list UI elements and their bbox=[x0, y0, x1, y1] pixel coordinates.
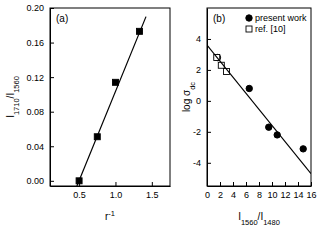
point bbox=[300, 146, 306, 152]
marks bbox=[207, 45, 311, 173]
tick-label: 10 bbox=[267, 190, 277, 200]
tick-mark bbox=[152, 182, 153, 186]
axis-line bbox=[207, 9, 208, 187]
tick-mark bbox=[50, 77, 54, 78]
tick-mark bbox=[207, 39, 211, 40]
plot-frame bbox=[207, 8, 311, 186]
tick: 0.20 bbox=[26, 3, 54, 13]
legend: present workref. [10] bbox=[246, 13, 307, 34]
tick: 0 bbox=[196, 96, 211, 106]
tick: 10 bbox=[267, 182, 277, 200]
tick: 0.04 bbox=[26, 142, 54, 152]
tick-label: 0 bbox=[205, 190, 210, 200]
tick: 12 bbox=[280, 182, 290, 200]
tick-label: 0.16 bbox=[26, 38, 44, 48]
tick-label: 2 bbox=[196, 65, 201, 75]
tick: 1.0 bbox=[110, 182, 123, 200]
marks bbox=[76, 17, 146, 186]
tick-label: 6 bbox=[244, 190, 249, 200]
tick-label: 12 bbox=[280, 190, 290, 200]
figure: 0.5 1.0 1.5 0.00 0.04 0.08 0.12 0.16 0.20 (a) r-1 I… bbox=[0, 0, 317, 232]
tick-label: 1.0 bbox=[110, 190, 123, 200]
plot-frame bbox=[50, 8, 170, 186]
tick-mark bbox=[50, 112, 54, 113]
tick-mark bbox=[50, 181, 54, 182]
axis-line bbox=[208, 186, 312, 187]
tick-mark bbox=[50, 8, 54, 9]
tick: 0.00 bbox=[26, 176, 54, 186]
tick-mark bbox=[246, 182, 247, 186]
x-axis: 0.5 1.0 1.5 bbox=[51, 182, 171, 200]
panel-title: (a) bbox=[56, 13, 68, 24]
tick-label: 4 bbox=[196, 34, 201, 44]
tick-label: 0.5 bbox=[73, 190, 86, 200]
tick-label: 8 bbox=[257, 190, 262, 200]
tick-mark bbox=[272, 182, 273, 186]
axis-line bbox=[51, 186, 171, 187]
tick: 0.08 bbox=[26, 107, 54, 117]
tick-mark bbox=[259, 182, 260, 186]
tick-label: -2 bbox=[193, 127, 201, 137]
point bbox=[112, 79, 118, 85]
tick-mark bbox=[285, 182, 286, 186]
legend-label: present work bbox=[255, 13, 307, 23]
tick-label: 16 bbox=[306, 190, 316, 200]
tick: 14 bbox=[293, 182, 303, 200]
y-axis-label: I1710/I1560 bbox=[5, 76, 21, 118]
tick-label: 0 bbox=[196, 96, 201, 106]
tick-mark bbox=[50, 43, 54, 44]
tick-mark bbox=[311, 182, 312, 186]
tick: 6 bbox=[244, 182, 249, 200]
tick-mark bbox=[207, 101, 211, 102]
tick: 4 bbox=[196, 34, 211, 44]
tick-label: -4 bbox=[193, 158, 201, 168]
tick: 2 bbox=[218, 182, 223, 200]
tick-label: 0.12 bbox=[26, 73, 44, 83]
tick: 4 bbox=[231, 182, 236, 200]
x-axis-label: r-1 bbox=[105, 209, 115, 223]
tick: -4 bbox=[193, 158, 211, 168]
legend-marker bbox=[246, 26, 252, 32]
tick-mark bbox=[233, 182, 234, 186]
tick: -2 bbox=[193, 127, 211, 137]
fit-line bbox=[77, 17, 146, 186]
x-axis: 02468 10121416 bbox=[205, 182, 317, 200]
tick: 1.5 bbox=[146, 182, 159, 200]
panel-title: (b) bbox=[213, 13, 225, 24]
axis-line bbox=[50, 9, 51, 187]
fit-line bbox=[207, 45, 311, 173]
tick: 0.12 bbox=[26, 73, 54, 83]
tick-label: 0.20 bbox=[26, 3, 44, 13]
tick-label: 4 bbox=[231, 190, 236, 200]
panel: 0246810121416-4-2024(b)I1560/I1480log σd… bbox=[181, 8, 317, 227]
tick-label: 2 bbox=[218, 190, 223, 200]
tick-mark bbox=[207, 163, 211, 164]
tick: 16 bbox=[306, 182, 316, 200]
y-axis: -4 -2 0 2 4 bbox=[193, 9, 211, 187]
y-axis-label: log σdc bbox=[181, 82, 197, 112]
tick-label: 1.5 bbox=[146, 190, 159, 200]
tick-mark bbox=[207, 70, 211, 71]
y-axis: 0.00 0.04 0.08 0.12 0.16 0.20 bbox=[26, 3, 54, 186]
tick-mark bbox=[220, 182, 221, 186]
tick-mark bbox=[115, 182, 116, 186]
point bbox=[246, 85, 252, 91]
tick-label: 14 bbox=[293, 190, 303, 200]
legend-marker bbox=[246, 15, 252, 21]
tick-label: 0.04 bbox=[26, 142, 44, 152]
tick: 2 bbox=[196, 65, 211, 75]
tick: 0.16 bbox=[26, 38, 54, 48]
tick-mark bbox=[207, 132, 211, 133]
tick-mark bbox=[298, 182, 299, 186]
tick-label: 0.00 bbox=[26, 176, 44, 186]
tick: 0.5 bbox=[73, 182, 86, 200]
panel: 0.5 1.0 1.5 0.00 0.04 0.08 0.12 0.16 0.20 (a) r-1 I… bbox=[5, 3, 171, 222]
tick: 8 bbox=[257, 182, 262, 200]
legend-label: ref. [10] bbox=[255, 24, 286, 34]
tick-mark bbox=[50, 146, 54, 147]
tick-label: 0.08 bbox=[26, 107, 44, 117]
x-axis-label: I1560/I1480 bbox=[238, 211, 280, 227]
